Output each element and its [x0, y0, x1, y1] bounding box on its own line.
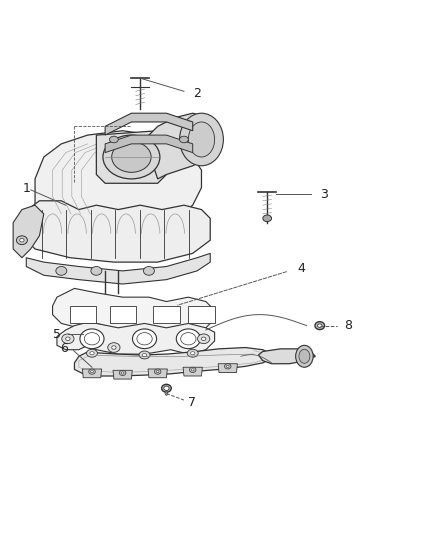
Ellipse shape [263, 215, 272, 222]
Polygon shape [148, 369, 167, 378]
Text: 4: 4 [298, 262, 306, 275]
Polygon shape [82, 369, 102, 378]
Polygon shape [26, 253, 210, 284]
Ellipse shape [188, 122, 215, 157]
Ellipse shape [226, 365, 229, 367]
Ellipse shape [17, 236, 27, 245]
Ellipse shape [56, 266, 67, 275]
Polygon shape [74, 348, 272, 376]
Polygon shape [22, 201, 210, 262]
Text: 8: 8 [344, 319, 352, 332]
Ellipse shape [62, 334, 74, 344]
Ellipse shape [91, 370, 93, 373]
Ellipse shape [315, 322, 325, 329]
Ellipse shape [201, 337, 206, 341]
Text: 3: 3 [320, 188, 328, 201]
Ellipse shape [187, 349, 198, 357]
Ellipse shape [225, 364, 231, 369]
Polygon shape [110, 306, 136, 324]
Polygon shape [149, 113, 219, 179]
Ellipse shape [189, 367, 196, 373]
Ellipse shape [198, 334, 210, 344]
Ellipse shape [121, 372, 124, 374]
Ellipse shape [154, 369, 161, 374]
Ellipse shape [90, 352, 94, 355]
Ellipse shape [66, 337, 70, 341]
Ellipse shape [156, 370, 159, 373]
Polygon shape [35, 131, 201, 231]
Polygon shape [53, 288, 215, 332]
Ellipse shape [139, 351, 150, 359]
Polygon shape [13, 205, 44, 258]
Ellipse shape [299, 349, 310, 364]
Ellipse shape [164, 386, 169, 391]
Polygon shape [96, 131, 166, 183]
Polygon shape [70, 306, 96, 324]
Ellipse shape [132, 329, 157, 349]
Polygon shape [258, 349, 315, 364]
Ellipse shape [180, 113, 223, 166]
Polygon shape [188, 306, 215, 324]
Polygon shape [57, 324, 215, 354]
Polygon shape [183, 367, 202, 376]
Ellipse shape [108, 343, 120, 352]
Ellipse shape [91, 266, 102, 275]
Ellipse shape [119, 370, 126, 376]
Text: 1: 1 [22, 182, 30, 196]
Ellipse shape [176, 329, 200, 349]
Ellipse shape [80, 329, 104, 349]
Ellipse shape [137, 333, 152, 345]
Ellipse shape [112, 142, 151, 172]
Ellipse shape [84, 333, 99, 345]
Ellipse shape [103, 135, 160, 179]
Ellipse shape [191, 352, 195, 355]
Polygon shape [105, 113, 193, 135]
Ellipse shape [180, 136, 188, 143]
Text: 5: 5 [53, 328, 61, 341]
Ellipse shape [110, 136, 118, 143]
Text: 2: 2 [193, 87, 201, 100]
Ellipse shape [142, 353, 147, 357]
Text: 7: 7 [188, 396, 196, 409]
Ellipse shape [318, 324, 322, 327]
Polygon shape [105, 135, 193, 152]
Polygon shape [113, 370, 132, 379]
Ellipse shape [180, 333, 196, 345]
Ellipse shape [162, 384, 171, 392]
Ellipse shape [112, 346, 116, 349]
Text: 6: 6 [60, 342, 68, 356]
Ellipse shape [165, 392, 168, 395]
Ellipse shape [88, 369, 95, 374]
Ellipse shape [296, 345, 313, 367]
Ellipse shape [191, 369, 194, 371]
Ellipse shape [144, 266, 154, 275]
Polygon shape [218, 364, 237, 373]
Ellipse shape [20, 238, 24, 242]
Polygon shape [153, 306, 180, 324]
Ellipse shape [86, 349, 97, 357]
